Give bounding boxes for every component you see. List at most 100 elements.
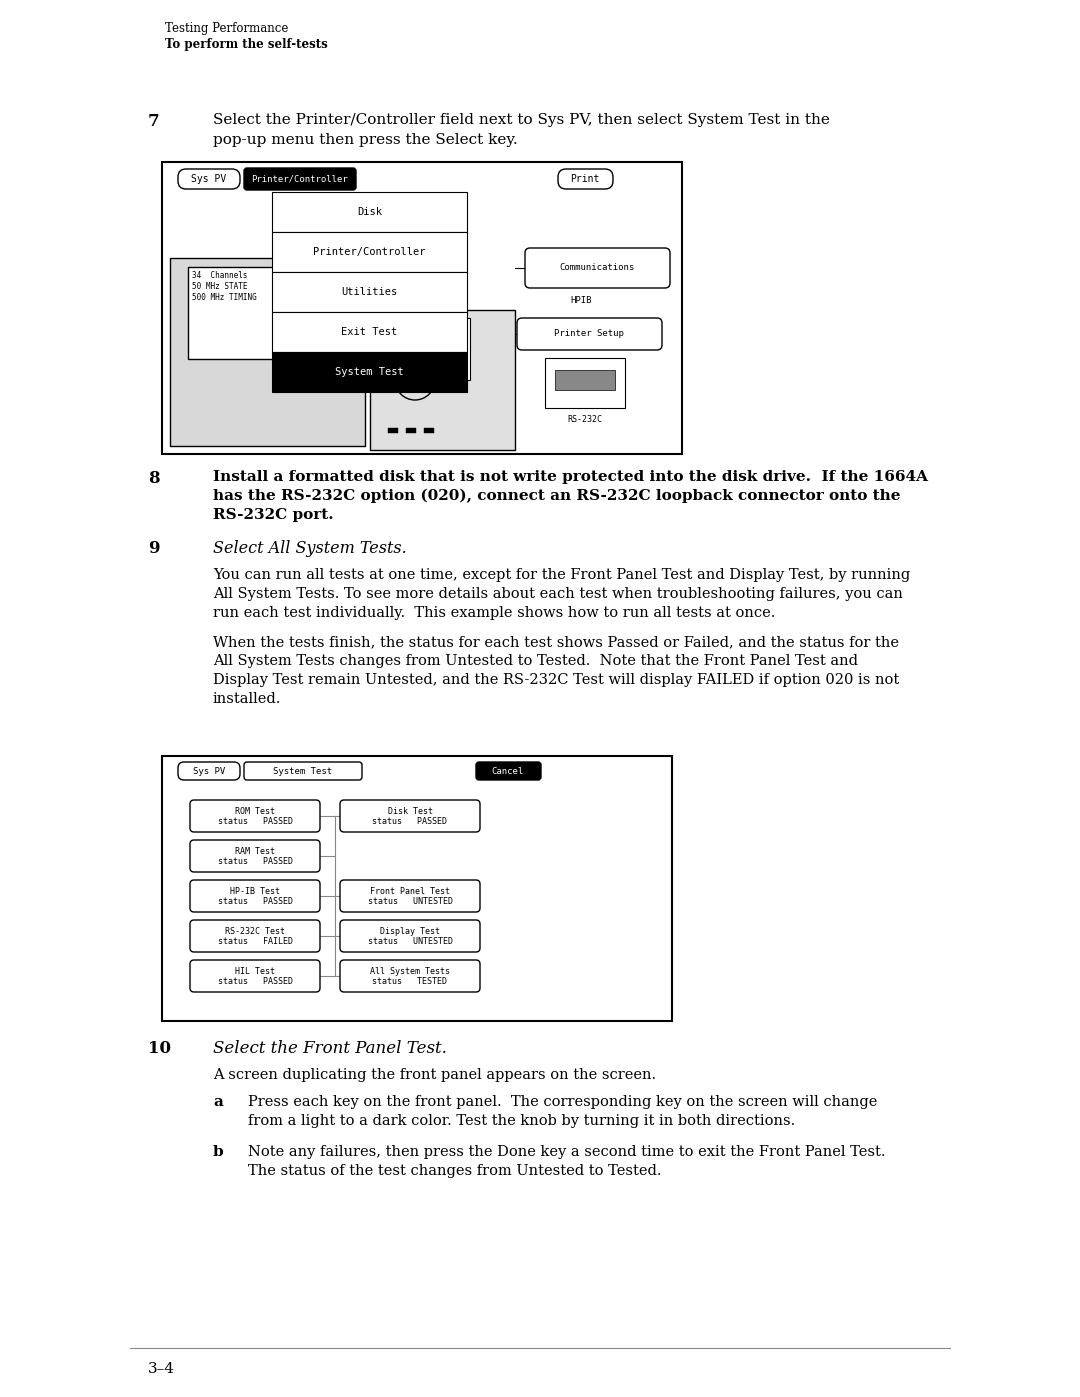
FancyBboxPatch shape — [244, 761, 362, 780]
FancyBboxPatch shape — [340, 800, 480, 833]
Circle shape — [395, 360, 435, 400]
Text: Utilities: Utilities — [341, 286, 397, 298]
Text: All System Tests changes from Untested to Tested.  Note that the Front Panel Tes: All System Tests changes from Untested t… — [213, 654, 858, 668]
Text: To perform the self-tests: To perform the self-tests — [165, 38, 327, 52]
Bar — [364, 298, 372, 307]
Text: You can run all tests at one time, except for the Front Panel Test and Display T: You can run all tests at one time, excep… — [213, 569, 910, 583]
Text: status   PASSED: status PASSED — [217, 897, 293, 907]
Text: Display Test: Display Test — [380, 926, 440, 936]
Text: Front Panel Test: Front Panel Test — [370, 887, 450, 895]
Text: HPIB: HPIB — [570, 296, 592, 305]
Text: Sys PV: Sys PV — [191, 175, 227, 184]
Text: HP-IB Test: HP-IB Test — [230, 887, 280, 895]
Text: Testing Performance: Testing Performance — [165, 22, 288, 35]
Text: Printer Setup: Printer Setup — [554, 330, 624, 338]
Bar — [340, 313, 348, 323]
Text: 7: 7 — [148, 113, 160, 130]
Text: 10: 10 — [148, 1039, 171, 1058]
Bar — [272, 232, 467, 272]
Bar — [162, 756, 672, 1021]
Text: 3–4: 3–4 — [148, 1362, 175, 1376]
Bar — [410, 312, 440, 319]
Text: ROM Test: ROM Test — [235, 806, 275, 816]
Text: Printer/Controller: Printer/Controller — [313, 247, 426, 257]
Bar — [388, 427, 399, 433]
FancyBboxPatch shape — [558, 169, 613, 189]
Bar — [545, 358, 625, 408]
Bar — [272, 272, 467, 312]
Text: status   PASSED: status PASSED — [217, 978, 293, 986]
Text: Communications: Communications — [559, 264, 635, 272]
Text: Printer/Controller: Printer/Controller — [252, 175, 349, 183]
Text: Note any failures, then press the Done key a second time to exit the Front Panel: Note any failures, then press the Done k… — [248, 1146, 886, 1160]
Text: The status of the test changes from Untested to Tested.: The status of the test changes from Unte… — [248, 1164, 661, 1178]
Bar — [340, 298, 348, 307]
Text: Disk Test: Disk Test — [388, 806, 432, 816]
FancyBboxPatch shape — [190, 880, 320, 912]
FancyBboxPatch shape — [476, 761, 541, 780]
Text: has the RS-232C option (020), connect an RS-232C loopback connector onto the: has the RS-232C option (020), connect an… — [213, 489, 901, 503]
Bar — [364, 265, 372, 275]
Text: Disk: Disk — [357, 207, 382, 217]
Text: System Test: System Test — [273, 767, 333, 775]
FancyBboxPatch shape — [340, 960, 480, 992]
Text: Install a formatted disk that is not write protected into the disk drive.  If th: Install a formatted disk that is not wri… — [213, 469, 928, 483]
FancyBboxPatch shape — [525, 249, 670, 288]
Text: Select All System Tests.: Select All System Tests. — [213, 541, 407, 557]
Text: status   TESTED: status TESTED — [373, 978, 447, 986]
Bar — [406, 427, 416, 433]
FancyBboxPatch shape — [190, 960, 320, 992]
FancyBboxPatch shape — [190, 921, 320, 951]
Text: status   FAILED: status FAILED — [217, 937, 293, 947]
Bar — [375, 319, 470, 380]
Text: Select the Front Panel Test.: Select the Front Panel Test. — [213, 1039, 447, 1058]
Text: Display Test remain Untested, and the RS-232C Test will display FAILED if option: Display Test remain Untested, and the RS… — [213, 673, 900, 687]
Text: 8: 8 — [148, 469, 160, 488]
Text: All System Tests. To see more details about each test when troubleshooting failu: All System Tests. To see more details ab… — [213, 587, 903, 601]
Text: HIL Test: HIL Test — [235, 967, 275, 975]
Bar — [188, 267, 323, 359]
Text: status   UNTESTED: status UNTESTED — [367, 897, 453, 907]
FancyBboxPatch shape — [244, 168, 356, 190]
Text: 9: 9 — [148, 541, 160, 557]
Bar — [352, 281, 360, 291]
Text: installed.: installed. — [213, 692, 282, 705]
Bar — [555, 370, 615, 390]
Text: b: b — [213, 1146, 224, 1160]
Text: RS-232C: RS-232C — [567, 415, 603, 425]
Bar — [352, 265, 360, 275]
Text: Select the Printer/Controller field next to Sys PV, then select System Test in t: Select the Printer/Controller field next… — [213, 113, 829, 127]
Text: RS-232C Test: RS-232C Test — [225, 926, 285, 936]
Text: Press each key on the front panel.  The corresponding key on the screen will cha: Press each key on the front panel. The c… — [248, 1095, 877, 1109]
Bar — [170, 258, 365, 446]
Text: from a light to a dark color. Test the knob by turning it in both directions.: from a light to a dark color. Test the k… — [248, 1113, 795, 1127]
Bar — [364, 313, 372, 323]
Text: 500 MHz TIMING: 500 MHz TIMING — [192, 293, 257, 302]
Text: 50 MHz STATE: 50 MHz STATE — [192, 282, 247, 291]
Text: RAM Test: RAM Test — [235, 847, 275, 855]
Bar — [162, 162, 681, 454]
Text: Print: Print — [570, 175, 599, 184]
Text: status   PASSED: status PASSED — [217, 858, 293, 866]
Text: 34  Channels: 34 Channels — [192, 271, 247, 279]
Bar — [352, 313, 360, 323]
Circle shape — [410, 374, 420, 386]
Text: run each test individually.  This example shows how to run all tests at once.: run each test individually. This example… — [213, 606, 775, 620]
FancyBboxPatch shape — [190, 840, 320, 872]
Text: All System Tests: All System Tests — [370, 967, 450, 975]
Bar — [424, 427, 434, 433]
Text: RS-232C port.: RS-232C port. — [213, 509, 334, 522]
Bar — [340, 281, 348, 291]
FancyBboxPatch shape — [340, 880, 480, 912]
Text: a: a — [213, 1095, 222, 1109]
FancyBboxPatch shape — [190, 800, 320, 833]
Text: status   PASSED: status PASSED — [217, 817, 293, 827]
Bar — [370, 310, 515, 450]
Bar — [364, 281, 372, 291]
Text: Sys PV: Sys PV — [193, 767, 225, 775]
FancyBboxPatch shape — [517, 319, 662, 351]
Text: status   PASSED: status PASSED — [373, 817, 447, 827]
FancyBboxPatch shape — [340, 921, 480, 951]
Text: A screen duplicating the front panel appears on the screen.: A screen duplicating the front panel app… — [213, 1067, 657, 1083]
Text: When the tests finish, the status for each test shows Passed or Failed, and the : When the tests finish, the status for ea… — [213, 636, 899, 650]
